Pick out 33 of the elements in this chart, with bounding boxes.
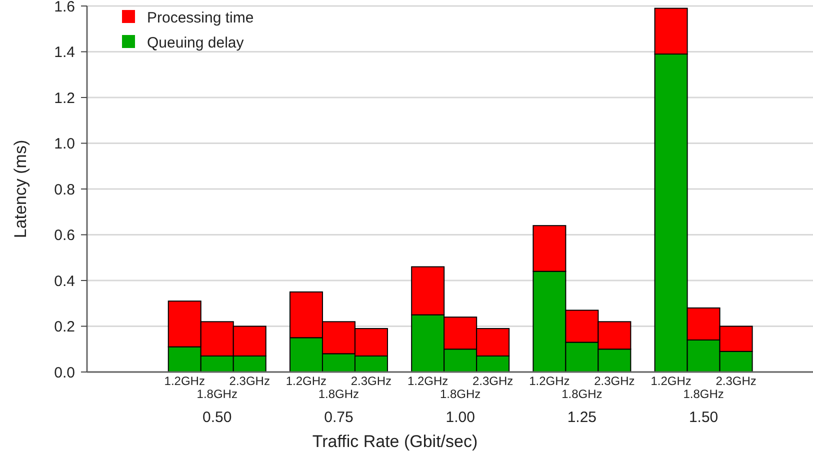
x-tick-label: 1.8GHz (562, 387, 602, 401)
y-tick-label: 0.0 (54, 364, 75, 382)
text: 1.25 (567, 409, 597, 426)
x-tick-label: 2.3GHz (229, 374, 270, 388)
x-axis-title: Traffic Rate (Gbit/sec) (312, 432, 478, 451)
text: 0.50 (202, 409, 232, 426)
legend-label: Processing time (147, 9, 254, 26)
x-tick-label: 2.3GHz (350, 374, 392, 388)
y-tick-label: 1.0 (54, 136, 75, 152)
x-tick-label: 1.8GHz (440, 387, 481, 401)
text: 1.00 (446, 409, 475, 426)
y-tick-label: 1.6 (54, 0, 75, 16)
y-tick-label: 0.4 (54, 272, 75, 290)
y-tick-label: 0.8 (54, 181, 75, 198)
x-tick-label: 1.8GHz (196, 387, 238, 401)
text: 0.75 (324, 409, 354, 426)
x-tick-label: 1.2GHz (529, 374, 570, 388)
x-tick-label: 1.2GHz (650, 374, 692, 388)
x-tick-label: 1.2GHz (407, 374, 448, 388)
y-tick-label: 0.2 (54, 318, 75, 336)
text: 1.50 (688, 409, 718, 426)
x-tick-label: 2.3GHz (716, 374, 756, 388)
x-tick-label: 1.8GHz (318, 387, 360, 401)
y-axis-title: Latency (ms) (11, 140, 30, 238)
x-tick-label: 1.2GHz (164, 374, 205, 388)
x-tick-label: 2.3GHz (594, 374, 635, 388)
y-tick-label: 0.6 (54, 227, 75, 244)
x-tick-label: 1.2GHz (286, 374, 327, 388)
x-tick-label: 2.3GHz (472, 374, 514, 388)
legend-label: Queuing delay (147, 34, 244, 52)
x-tick-label: 1.8GHz (683, 387, 724, 401)
y-tick-label: 1.2 (54, 90, 75, 107)
y-tick-label: 1.4 (54, 44, 75, 61)
